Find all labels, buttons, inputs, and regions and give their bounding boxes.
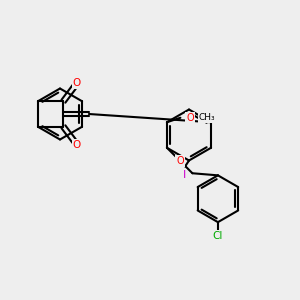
Text: O: O — [186, 113, 194, 123]
Text: O: O — [176, 156, 184, 166]
Text: CH₃: CH₃ — [198, 113, 215, 122]
Text: O: O — [73, 78, 81, 88]
Text: I: I — [183, 170, 186, 180]
Text: O: O — [73, 140, 81, 150]
Text: Cl: Cl — [213, 231, 223, 241]
